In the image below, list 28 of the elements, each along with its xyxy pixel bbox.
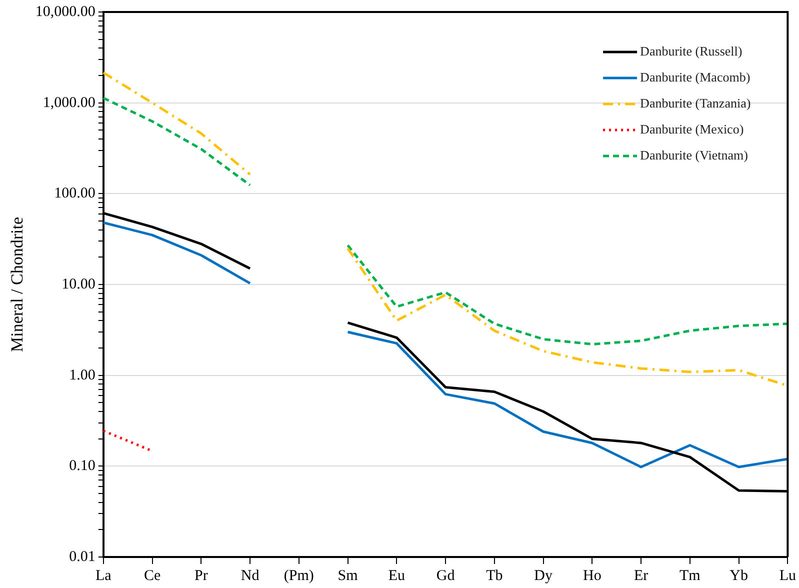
legend-label: Danburite (Russell) (640, 43, 742, 58)
y-tick-label: 1.00 (69, 367, 96, 384)
x-tick-label: Ho (582, 568, 602, 584)
x-tick-label: Er (634, 568, 648, 584)
legend-label: Danburite (Tanzania) (640, 95, 751, 110)
x-tick-label: (Pm) (284, 568, 314, 584)
y-tick-label: 10.00 (62, 276, 96, 292)
x-tick-label: Dy (534, 568, 553, 584)
x-tick-label: Ce (144, 568, 161, 584)
x-tick-label: Lu (779, 568, 796, 584)
y-tick-label: 1,000.00 (42, 94, 96, 111)
x-tick-label: Pr (194, 568, 208, 584)
y-axis-title: Mineral / Chondrite (8, 216, 27, 352)
x-tick-label: La (95, 568, 112, 584)
x-tick-label: Sm (338, 568, 358, 584)
x-tick-label: Tb (486, 568, 503, 584)
y-tick-label: 10,000.00 (35, 4, 96, 20)
legend-label: Danburite (Mexico) (640, 121, 744, 136)
y-tick-label: 0.10 (69, 458, 96, 474)
x-tick-label: Eu (388, 568, 406, 584)
legend-label: Danburite (Macomb) (640, 69, 750, 84)
x-tick-label: Tm (679, 568, 701, 584)
x-tick-label: Gd (436, 568, 456, 584)
y-tick-label: 100.00 (54, 186, 96, 202)
x-tick-label: Yb (730, 568, 748, 584)
legend-label: Danburite (Vietnam) (640, 147, 748, 162)
x-tick-label: Nd (240, 568, 260, 584)
y-tick-label: 0.01 (69, 548, 96, 565)
